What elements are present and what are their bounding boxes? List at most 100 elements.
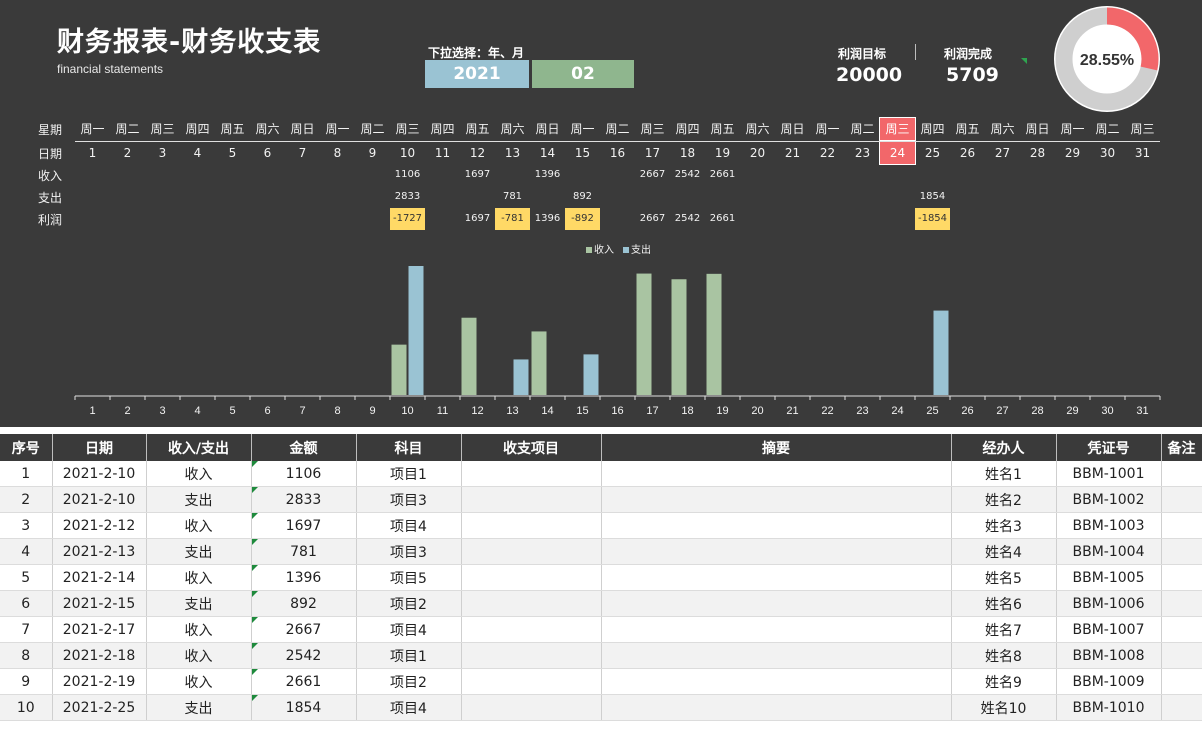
table-cell[interactable]: 姓名2 bbox=[951, 486, 1057, 513]
table-cell[interactable]: 2667 bbox=[251, 616, 357, 643]
table-cell[interactable]: 姓名9 bbox=[951, 668, 1057, 695]
table-cell[interactable]: 收入 bbox=[146, 616, 252, 643]
table-cell[interactable]: 支出 bbox=[146, 538, 252, 565]
table-cell[interactable]: 2021-2-10 bbox=[52, 486, 147, 513]
table-cell[interactable]: 3 bbox=[0, 512, 53, 539]
table-cell[interactable] bbox=[1161, 538, 1202, 565]
table-cell[interactable]: 项目4 bbox=[356, 616, 462, 643]
table-cell[interactable] bbox=[1161, 461, 1202, 487]
table-cell[interactable]: 8 bbox=[0, 642, 53, 669]
table-cell[interactable] bbox=[601, 564, 952, 591]
table-cell[interactable] bbox=[601, 668, 952, 695]
table-cell[interactable]: 收入 bbox=[146, 668, 252, 695]
table-cell[interactable] bbox=[461, 461, 602, 487]
table-cell[interactable] bbox=[601, 461, 952, 487]
column-header[interactable]: 日期 bbox=[52, 434, 147, 461]
table-cell[interactable]: 2021-2-14 bbox=[52, 564, 147, 591]
table-cell[interactable]: 支出 bbox=[146, 486, 252, 513]
column-header[interactable]: 科目 bbox=[356, 434, 462, 461]
table-cell[interactable]: 收入 bbox=[146, 512, 252, 539]
table-cell[interactable]: 2021-2-12 bbox=[52, 512, 147, 539]
table-cell[interactable]: BBM-1009 bbox=[1056, 668, 1162, 695]
table-cell[interactable] bbox=[461, 564, 602, 591]
table-cell[interactable]: 2 bbox=[0, 486, 53, 513]
table-cell[interactable]: 姓名8 bbox=[951, 642, 1057, 669]
table-cell[interactable]: 项目2 bbox=[356, 668, 462, 695]
table-cell[interactable] bbox=[1161, 668, 1202, 695]
column-header[interactable]: 收入/支出 bbox=[146, 434, 252, 461]
table-cell[interactable]: 姓名4 bbox=[951, 538, 1057, 565]
table-cell[interactable]: 项目1 bbox=[356, 642, 462, 669]
table-cell[interactable]: 781 bbox=[251, 538, 357, 565]
table-cell[interactable] bbox=[461, 694, 602, 721]
table-cell[interactable] bbox=[601, 538, 952, 565]
table-cell[interactable] bbox=[461, 668, 602, 695]
table-cell[interactable]: 支出 bbox=[146, 590, 252, 617]
table-cell[interactable]: 2021-2-10 bbox=[52, 461, 147, 487]
table-cell[interactable]: 2021-2-18 bbox=[52, 642, 147, 669]
table-cell[interactable] bbox=[461, 616, 602, 643]
table-cell[interactable]: BBM-1007 bbox=[1056, 616, 1162, 643]
table-cell[interactable] bbox=[601, 590, 952, 617]
table-cell[interactable]: 10 bbox=[0, 694, 53, 721]
column-header[interactable]: 序号 bbox=[0, 434, 53, 461]
table-cell[interactable]: 9 bbox=[0, 668, 53, 695]
table-cell[interactable]: 1396 bbox=[251, 564, 357, 591]
table-cell[interactable]: BBM-1008 bbox=[1056, 642, 1162, 669]
table-cell[interactable]: BBM-1004 bbox=[1056, 538, 1162, 565]
table-cell[interactable] bbox=[601, 616, 952, 643]
column-header[interactable]: 经办人 bbox=[951, 434, 1057, 461]
table-cell[interactable]: BBM-1005 bbox=[1056, 564, 1162, 591]
table-cell[interactable]: 项目4 bbox=[356, 694, 462, 721]
table-cell[interactable]: 2542 bbox=[251, 642, 357, 669]
year-dropdown[interactable]: 2021 bbox=[425, 60, 529, 88]
table-cell[interactable]: 1697 bbox=[251, 512, 357, 539]
table-cell[interactable]: 1854 bbox=[251, 694, 357, 721]
table-cell[interactable] bbox=[461, 486, 602, 513]
table-cell[interactable] bbox=[601, 512, 952, 539]
table-cell[interactable]: 收入 bbox=[146, 564, 252, 591]
month-dropdown[interactable]: 02 bbox=[532, 60, 634, 88]
table-cell[interactable]: BBM-1001 bbox=[1056, 461, 1162, 487]
table-cell[interactable]: 支出 bbox=[146, 694, 252, 721]
table-cell[interactable] bbox=[1161, 512, 1202, 539]
table-cell[interactable]: 姓名10 bbox=[951, 694, 1057, 721]
table-cell[interactable]: 项目2 bbox=[356, 590, 462, 617]
table-cell[interactable]: 姓名3 bbox=[951, 512, 1057, 539]
column-header[interactable]: 备注 bbox=[1161, 434, 1202, 461]
table-cell[interactable]: 5 bbox=[0, 564, 53, 591]
table-cell[interactable]: BBM-1003 bbox=[1056, 512, 1162, 539]
table-cell[interactable] bbox=[601, 694, 952, 721]
table-cell[interactable] bbox=[1161, 642, 1202, 669]
table-cell[interactable]: BBM-1002 bbox=[1056, 486, 1162, 513]
table-cell[interactable] bbox=[461, 512, 602, 539]
table-cell[interactable] bbox=[601, 642, 952, 669]
table-cell[interactable]: 姓名6 bbox=[951, 590, 1057, 617]
table-cell[interactable]: 姓名7 bbox=[951, 616, 1057, 643]
table-cell[interactable] bbox=[1161, 486, 1202, 513]
table-cell[interactable]: 7 bbox=[0, 616, 53, 643]
table-cell[interactable]: 收入 bbox=[146, 642, 252, 669]
table-cell[interactable]: 2021-2-15 bbox=[52, 590, 147, 617]
table-cell[interactable] bbox=[1161, 694, 1202, 721]
column-header[interactable]: 凭证号 bbox=[1056, 434, 1162, 461]
table-cell[interactable]: 1 bbox=[0, 461, 53, 487]
table-cell[interactable]: BBM-1010 bbox=[1056, 694, 1162, 721]
table-cell[interactable]: 2021-2-17 bbox=[52, 616, 147, 643]
table-cell[interactable]: 4 bbox=[0, 538, 53, 565]
table-cell[interactable] bbox=[1161, 616, 1202, 643]
column-header[interactable]: 金额 bbox=[251, 434, 357, 461]
table-cell[interactable]: 892 bbox=[251, 590, 357, 617]
table-cell[interactable] bbox=[601, 486, 952, 513]
table-cell[interactable] bbox=[461, 538, 602, 565]
table-cell[interactable] bbox=[1161, 564, 1202, 591]
table-cell[interactable]: 收入 bbox=[146, 461, 252, 487]
table-cell[interactable]: 项目5 bbox=[356, 564, 462, 591]
table-cell[interactable]: 2021-2-19 bbox=[52, 668, 147, 695]
table-cell[interactable] bbox=[461, 642, 602, 669]
table-cell[interactable]: 姓名5 bbox=[951, 564, 1057, 591]
table-cell[interactable]: 6 bbox=[0, 590, 53, 617]
table-cell[interactable]: 项目4 bbox=[356, 512, 462, 539]
table-cell[interactable]: BBM-1006 bbox=[1056, 590, 1162, 617]
table-cell[interactable]: 2661 bbox=[251, 668, 357, 695]
